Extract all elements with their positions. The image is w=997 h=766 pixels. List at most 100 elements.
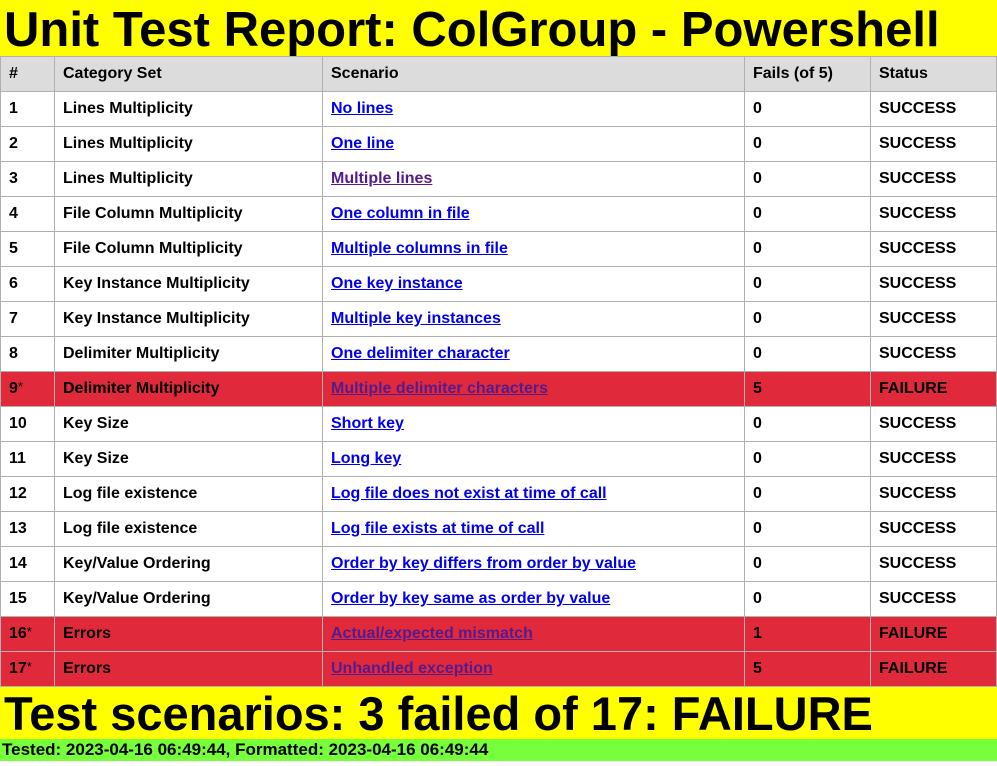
fails-count-cell: 0 [744, 196, 871, 232]
scenario-link[interactable]: Multiple lines [331, 170, 433, 187]
scenario-cell: Actual/expected mismatch [322, 616, 745, 652]
scenario-link[interactable]: Unhandled exception [331, 660, 493, 677]
category-set-cell: Key/Value Ordering [54, 581, 323, 617]
status-cell: SUCCESS [870, 476, 997, 512]
table-row: 1 Lines Multiplicity No lines 0 SUCCESS [0, 91, 997, 127]
scenario-cell: Multiple delimiter characters [322, 371, 745, 407]
timestamp-footer: Tested: 2023-04-16 06:49:44, Formatted: … [0, 739, 997, 761]
scenario-cell: Short key [322, 406, 745, 442]
table-row: 2 Lines Multiplicity One line 0 SUCCESS [0, 126, 997, 162]
row-number-value: 12 [9, 485, 27, 502]
table-row: 10 Key Size Short key 0 SUCCESS [0, 406, 997, 442]
scenario-cell: One delimiter character [322, 336, 745, 372]
row-number-value: 3 [9, 170, 18, 187]
status-cell: SUCCESS [870, 126, 997, 162]
scenario-link[interactable]: Order by key differs from order by value [331, 555, 636, 572]
scenario-link[interactable]: Log file exists at time of call [331, 520, 545, 537]
category-set-cell: Key Size [54, 406, 323, 442]
category-set-cell: Key Instance Multiplicity [54, 266, 323, 302]
scenario-link[interactable]: One column in file [331, 205, 470, 222]
scenario-cell: Multiple key instances [322, 301, 745, 337]
scenario-link[interactable]: Multiple delimiter characters [331, 380, 548, 397]
category-set-cell: Errors [54, 651, 323, 687]
category-set-cell: Errors [54, 616, 323, 652]
fails-count-cell: 0 [744, 581, 871, 617]
status-cell: SUCCESS [870, 511, 997, 547]
scenario-cell: Order by key differs from order by value [322, 546, 745, 582]
row-number: 1 [0, 91, 55, 127]
row-number-value: 6 [9, 275, 18, 292]
scenario-link[interactable]: Multiple key instances [331, 310, 501, 327]
failure-marker: * [17, 379, 23, 394]
category-set-cell: Lines Multiplicity [54, 91, 323, 127]
scenario-cell: One column in file [322, 196, 745, 232]
status-cell: SUCCESS [870, 231, 997, 267]
table-row: 13 Log file existence Log file exists at t… [0, 511, 997, 547]
failure-marker: * [26, 624, 32, 639]
row-number-value: 10 [9, 415, 27, 432]
table-row: 5 File Column Multiplicity Multiple column… [0, 231, 997, 267]
column-header-number: # [0, 56, 55, 92]
row-number: 4 [0, 196, 55, 232]
fails-count-cell: 0 [744, 161, 871, 197]
scenario-link[interactable]: Actual/expected mismatch [331, 625, 533, 642]
status-cell: FAILURE [870, 616, 997, 652]
table-row: 11 Key Size Long key 0 SUCCESS [0, 441, 997, 477]
scenario-link[interactable]: One delimiter character [331, 345, 510, 362]
row-number-value: 1 [9, 100, 18, 117]
column-header-fails: Fails (of 5) [744, 56, 871, 92]
scenario-link[interactable]: Short key [331, 415, 404, 432]
table-row: 16* Errors Actual/expected mismatch 1 FAILUR… [0, 616, 997, 652]
fails-count-cell: 1 [744, 616, 871, 652]
table-row: 7 Key Instance Multiplicity Multiple key i… [0, 301, 997, 337]
category-set-cell: Lines Multiplicity [54, 126, 323, 162]
row-number: 2 [0, 126, 55, 162]
category-set-cell: Key Instance Multiplicity [54, 301, 323, 337]
row-number-value: 9 [9, 380, 18, 397]
scenario-link[interactable]: One key instance [331, 275, 463, 292]
row-number-value: 7 [9, 310, 18, 327]
row-number-value: 5 [9, 240, 18, 257]
table-row: 14 Key/Value Ordering Order by key differs… [0, 546, 997, 582]
category-set-cell: Lines Multiplicity [54, 161, 323, 197]
scenario-link[interactable]: Long key [331, 450, 402, 467]
scenario-link[interactable]: Order by key same as order by value [331, 590, 611, 607]
scenario-link[interactable]: Multiple columns in file [331, 240, 508, 257]
fails-count-cell: 0 [744, 126, 871, 162]
scenario-cell: Log file does not exist at time of call [322, 476, 745, 512]
row-number: 10 [0, 406, 55, 442]
row-number: 14 [0, 546, 55, 582]
fails-count-cell: 0 [744, 231, 871, 267]
scenario-cell: Unhandled exception [322, 651, 745, 687]
category-set-cell: Key/Value Ordering [54, 546, 323, 582]
table-header-row: # Category Set Scenario Fails (of 5) Sta… [0, 56, 997, 92]
scenario-link[interactable]: Log file does not exist at time of call [331, 485, 607, 502]
scenario-cell: One key instance [322, 266, 745, 302]
scenario-link[interactable]: No lines [331, 100, 394, 117]
scenario-cell: Order by key same as order by value [322, 581, 745, 617]
status-cell: SUCCESS [870, 406, 997, 442]
row-number: 13 [0, 511, 55, 547]
row-number-value: 4 [9, 205, 18, 222]
scenario-link[interactable]: One line [331, 135, 395, 152]
status-cell: SUCCESS [870, 196, 997, 232]
status-cell: FAILURE [870, 371, 997, 407]
scenario-cell: Log file exists at time of call [322, 511, 745, 547]
table-row: 3 Lines Multiplicity Multiple lines 0 SUCCES… [0, 161, 997, 197]
row-number: 17* [0, 651, 55, 687]
summary-banner: Test scenarios: 3 failed of 17: FAILURE [0, 687, 997, 739]
table-row: 6 Key Instance Multiplicity One key instan… [0, 266, 997, 302]
table-row: 12 Log file existence Log file does not ex… [0, 476, 997, 512]
table-row: 4 File Column Multiplicity One column in f… [0, 196, 997, 232]
row-number-value: 2 [9, 135, 18, 152]
row-number-value: 14 [9, 555, 27, 572]
table-row: 8 Delimiter Multiplicity One delimiter cha… [0, 336, 997, 372]
results-table: # Category Set Scenario Fails (of 5) Sta… [0, 56, 997, 687]
table-row: 17* Errors Unhandled exception 5 FAILURE [0, 651, 997, 687]
row-number-value: 13 [9, 520, 27, 537]
status-cell: SUCCESS [870, 301, 997, 337]
row-number: 8 [0, 336, 55, 372]
fails-count-cell: 0 [744, 441, 871, 477]
row-number-value: 17 [9, 660, 27, 677]
row-number: 5 [0, 231, 55, 267]
